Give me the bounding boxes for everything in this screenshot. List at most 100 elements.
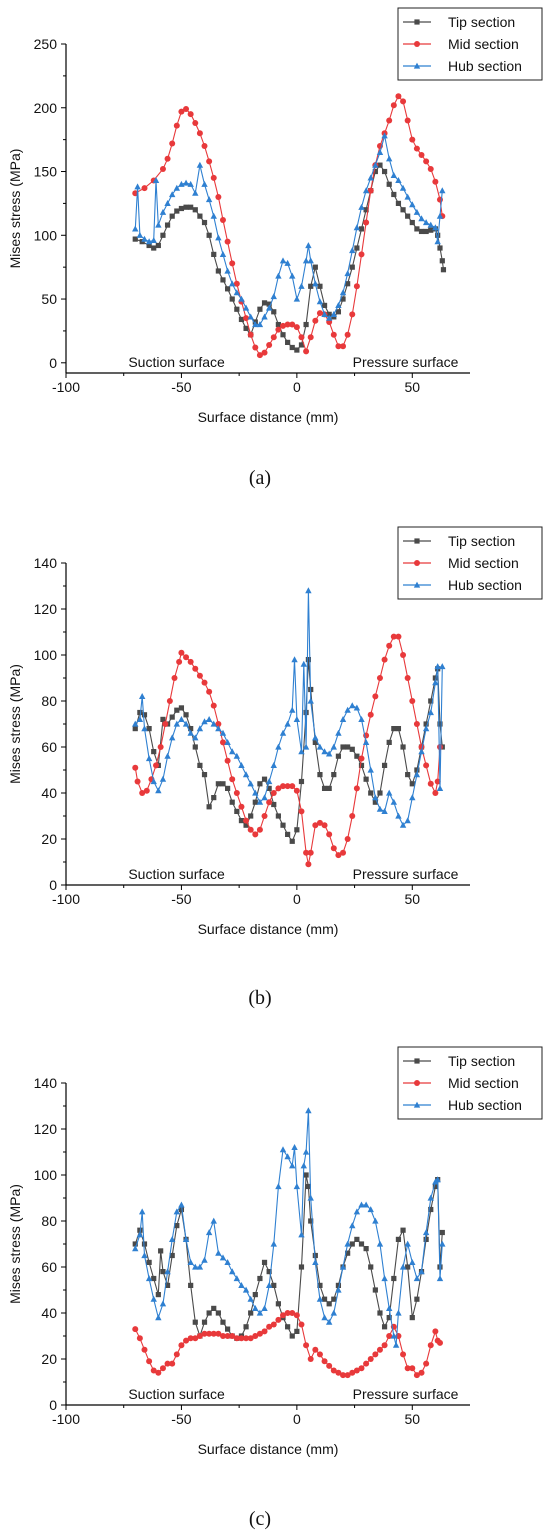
- data-point: [261, 1305, 268, 1311]
- data-point: [141, 1346, 148, 1353]
- data-point: [183, 204, 189, 210]
- data-point: [428, 698, 434, 704]
- panel-caption-a: (a): [248, 467, 272, 489]
- data-point: [162, 721, 169, 727]
- data-point: [344, 706, 351, 713]
- data-point: [326, 1362, 333, 1369]
- data-point: [275, 785, 282, 792]
- data-point: [362, 1201, 370, 1208]
- data-point: [187, 1335, 194, 1342]
- data-point: [381, 168, 388, 175]
- data-point: [252, 1333, 259, 1339]
- data-point: [238, 818, 245, 824]
- data-point: [242, 771, 250, 778]
- data-point: [247, 1295, 254, 1302]
- legend-swatch-marker: [413, 1101, 421, 1108]
- data-point: [316, 298, 324, 305]
- y-tick-label: 100: [34, 1167, 58, 1183]
- data-point: [358, 1201, 365, 1208]
- data-point: [146, 1259, 152, 1265]
- legend: Tip section Mid section Hub section: [397, 1046, 543, 1120]
- data-point: [164, 1360, 171, 1367]
- data-point: [132, 720, 139, 727]
- y-tick-label: 40: [41, 785, 57, 801]
- data-point: [215, 721, 222, 727]
- x-tick-label: 50: [404, 1411, 420, 1427]
- x-tick-label: 50: [404, 379, 420, 395]
- data-point: [220, 781, 226, 787]
- data-point: [293, 324, 300, 331]
- data-point: [150, 1367, 157, 1374]
- data-point: [285, 831, 291, 837]
- legend-label: Tip section: [448, 14, 515, 30]
- legend-swatch-marker: [414, 41, 420, 47]
- data-point: [225, 286, 231, 292]
- data-point: [317, 1282, 323, 1288]
- data-point: [146, 242, 152, 249]
- data-point: [340, 849, 347, 856]
- data-point: [291, 1144, 298, 1150]
- data-point: [353, 704, 361, 711]
- data-point: [153, 762, 160, 769]
- legend-swatch-marker: [414, 1080, 420, 1086]
- data-point: [434, 238, 441, 245]
- data-point: [377, 1310, 383, 1316]
- data-point: [344, 331, 351, 338]
- data-point: [247, 1335, 254, 1342]
- data-point: [298, 334, 305, 341]
- data-point: [220, 277, 226, 283]
- data-point: [339, 1263, 347, 1270]
- data-point: [219, 1254, 227, 1261]
- panel-caption-c: (c): [248, 1508, 272, 1530]
- data-point: [390, 102, 397, 109]
- data-point: [141, 1241, 148, 1247]
- data-point: [335, 852, 342, 859]
- data-point: [233, 1275, 241, 1282]
- data-point: [391, 726, 397, 732]
- data-point: [196, 1333, 203, 1339]
- y-tick-label: 100: [34, 227, 58, 243]
- data-point: [187, 111, 194, 118]
- data-point: [206, 232, 212, 238]
- data-point: [210, 702, 217, 709]
- data-point: [294, 1328, 300, 1334]
- x-tick-label: -50: [171, 1411, 191, 1427]
- data-point: [316, 819, 323, 826]
- y-tick-label: 0: [49, 355, 57, 371]
- data-point: [395, 200, 402, 206]
- data-point: [275, 1301, 281, 1307]
- data-point: [325, 314, 333, 321]
- data-point: [141, 712, 148, 718]
- data-point: [132, 764, 139, 771]
- data-point: [293, 295, 301, 302]
- y-tick-label: 20: [41, 1351, 57, 1367]
- data-point: [265, 1282, 273, 1288]
- data-point: [257, 781, 263, 787]
- data-point: [372, 161, 379, 168]
- data-point: [201, 1319, 208, 1325]
- data-point: [225, 785, 231, 791]
- data-point: [376, 805, 384, 812]
- data-point: [386, 789, 393, 796]
- data-point: [345, 744, 351, 750]
- data-point: [321, 1314, 328, 1321]
- data-point: [174, 1223, 180, 1229]
- data-point: [423, 1360, 430, 1367]
- data-point: [166, 698, 173, 704]
- data-point: [225, 1326, 231, 1332]
- data-point: [300, 660, 307, 667]
- data-point: [349, 311, 356, 318]
- data-point: [381, 1275, 388, 1282]
- data-point: [285, 339, 291, 345]
- data-point: [275, 326, 282, 333]
- data-point: [303, 1172, 309, 1178]
- data-point: [242, 1286, 250, 1293]
- annotation-pressure-surface: Pressure surface: [353, 1386, 459, 1402]
- data-point: [372, 1351, 379, 1358]
- series-line: [135, 95, 443, 356]
- data-point: [196, 672, 203, 679]
- data-point: [367, 187, 374, 194]
- data-point: [302, 1148, 310, 1155]
- data-point: [210, 212, 217, 219]
